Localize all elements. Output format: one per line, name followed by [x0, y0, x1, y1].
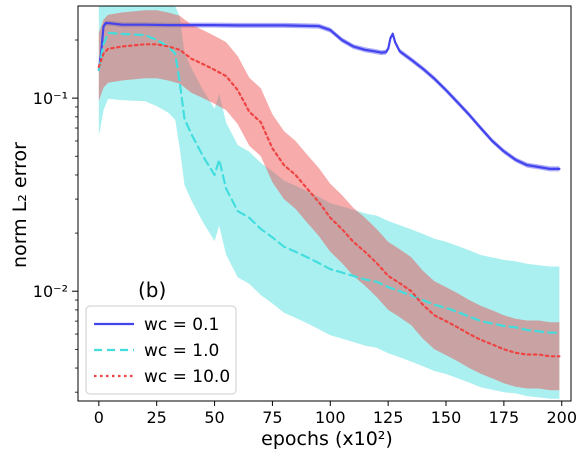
x-tick-label: 0 [94, 408, 104, 427]
legend-label-2: wc = 10.0 [144, 367, 230, 387]
series-2-band [98, 10, 560, 391]
y-tick-label: 10⁻¹ [33, 89, 68, 108]
x-tick-label: 200 [546, 408, 577, 427]
confidence-bands [98, 6, 560, 399]
x-tick-label: 125 [373, 408, 404, 427]
axis-ticks: 0 25 50 75 100 125 150 175 200 10⁻¹ 10⁻² [33, 39, 577, 427]
legend: wc = 0.1 wc = 1.0 wc = 10.0 [85, 305, 237, 395]
series-0-band [98, 20, 560, 172]
plot-frame [77, 5, 572, 402]
series-0-line [97, 21, 561, 170]
x-axis-label: epochs (x10²) [261, 428, 393, 450]
y-axis-label: norm L₂ error [9, 142, 31, 268]
x-tick-label: 25 [147, 408, 167, 427]
x-tick-label: 175 [489, 408, 520, 427]
x-tick-label: 100 [315, 408, 346, 427]
series-lines [97, 21, 561, 358]
legend-label-0: wc = 0.1 [144, 315, 219, 335]
plot-border [77, 5, 572, 402]
legend-label-1: wc = 1.0 [144, 341, 219, 361]
x-tick-label: 75 [262, 408, 282, 427]
x-tick-label: 50 [204, 408, 224, 427]
y-tick-label: 10⁻² [33, 282, 68, 301]
series-1-line [97, 31, 561, 334]
x-tick-label: 150 [431, 408, 462, 427]
series-1-band [98, 6, 560, 399]
panel-label: (b) [138, 278, 166, 302]
series-2-line [97, 43, 561, 358]
legend-box [85, 305, 237, 395]
